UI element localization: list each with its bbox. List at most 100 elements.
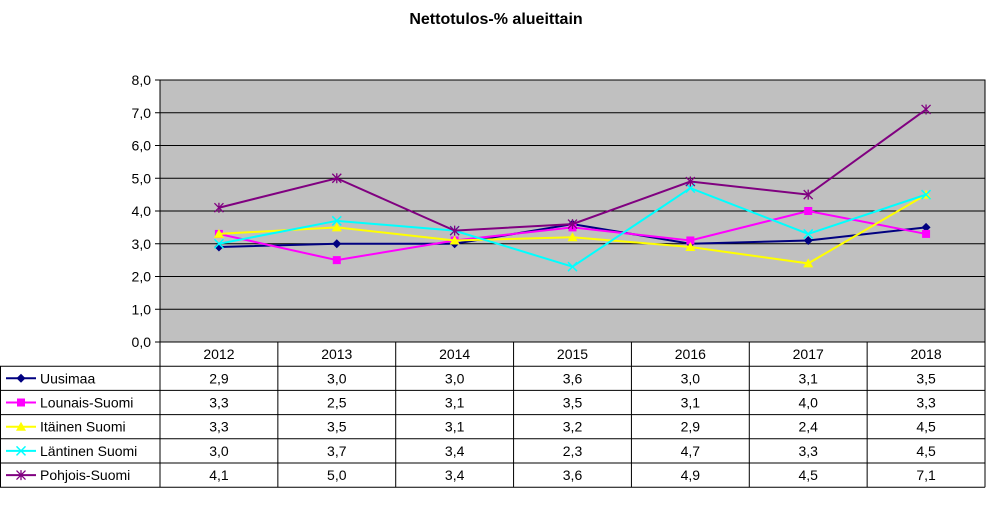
legend-entry: Lounais-Suomi [40,395,133,411]
data-label: 3,0 [209,443,229,459]
x-category-label: 2016 [675,346,706,362]
data-point [922,229,931,238]
data-point [16,470,26,481]
legend-entry: Pohjois-Suomi [40,467,130,483]
data-point [685,176,696,187]
data-point [16,421,26,431]
x-category-label: 2018 [910,346,941,362]
data-label: 4,9 [681,467,701,483]
data-point [332,239,342,249]
data-point [331,215,342,226]
legend-entry: Uusimaa [40,370,95,386]
data-point [214,242,224,252]
data-point [567,232,578,242]
data-label: 2,4 [798,419,818,435]
data-point [804,207,813,215]
series-it-inen-suomi [213,189,932,268]
data-label: 4,5 [916,419,936,435]
data-label: 2,9 [681,419,701,435]
chart-title: Nettotulos-% alueittain [409,11,582,28]
data-label: 4,1 [209,467,229,483]
data-label: 3,0 [681,370,701,386]
data-point [921,222,931,232]
y-tick-label: 7,0 [132,105,152,121]
data-label: 3,3 [916,395,936,411]
data-label: 3,1 [681,395,701,411]
data-label: 2,9 [209,370,229,386]
data-point [213,228,224,238]
legend-key [6,373,36,383]
legend-key [6,398,36,407]
x-category-label: 2014 [439,346,470,362]
data-label: 3,3 [209,395,229,411]
y-tick-label: 8,0 [132,72,152,88]
data-label: 3,4 [445,443,465,459]
data-label: 3,0 [445,370,465,386]
data-label: 3,0 [327,370,347,386]
legend-entry: Läntinen Suomi [40,443,137,459]
legend-key [6,470,36,481]
data-point [567,261,578,272]
x-category-label: 2015 [557,346,588,362]
data-table: 2012 2013 2014 2015 2016 2017 2018 Uusimaa 2,9 3,… [0,341,986,488]
data-label: 7,1 [916,467,936,483]
data-label: 3,3 [209,419,229,435]
x-category-label: 2012 [203,346,234,362]
data-label: 3,1 [445,395,465,411]
data-label: 3,5 [916,370,936,386]
data-label: 3,1 [798,370,818,386]
series-lines [213,104,932,272]
data-label: 3,3 [798,443,818,459]
data-point [213,202,224,213]
data-point [567,219,578,230]
y-tick-label: 4,0 [132,203,152,219]
data-label: 3,1 [445,419,465,435]
data-point [803,189,814,200]
data-label: 3,7 [327,443,347,459]
data-label: 5,0 [327,467,347,483]
data-label: 2,5 [327,395,347,411]
data-label: 4,5 [798,467,818,483]
y-tick-label: 3,0 [132,236,152,252]
data-point [17,398,25,407]
data-point [332,256,341,265]
y-tick-label: 1,0 [132,301,152,317]
data-point [15,445,27,456]
data-point [686,236,695,245]
data-point [803,258,814,268]
data-label: 3,5 [563,395,583,411]
data-label: 4,5 [916,443,936,459]
y-tick-label: 2,0 [132,269,152,285]
data-label: 3,5 [327,419,347,435]
y-tick-label: 5,0 [132,170,152,186]
data-label: 4,0 [798,395,818,411]
legend-key [6,421,36,431]
legend-entry: Itäinen Suomi [40,419,126,435]
data-point [921,189,932,200]
data-point [449,235,460,245]
data-label: 2,3 [563,443,583,459]
data-point [331,222,342,232]
series-pohjois-suomi [213,104,932,236]
data-point [803,235,813,245]
data-point [16,373,26,383]
data-point [331,173,342,184]
data-point [803,228,814,239]
data-label: 3,6 [563,370,583,386]
legend-key [6,445,36,456]
x-category-label: 2017 [793,346,824,362]
data-label: 3,6 [563,467,583,483]
data-point [685,242,696,252]
data-label: 4,7 [681,443,701,459]
x-category-label: 2013 [321,346,352,362]
data-label: 3,4 [445,467,465,483]
y-tick-label: 0,0 [132,334,152,350]
y-tick-label: 6,0 [132,138,152,154]
data-point [449,225,460,236]
data-point [921,104,932,115]
gridlines [155,79,985,343]
y-axis-tick-labels: 0,0 1,0 2,0 3,0 4,0 5,0 6,0 7,0 8,0 [132,72,152,350]
data-point [213,238,224,249]
data-label: 3,2 [563,419,583,435]
